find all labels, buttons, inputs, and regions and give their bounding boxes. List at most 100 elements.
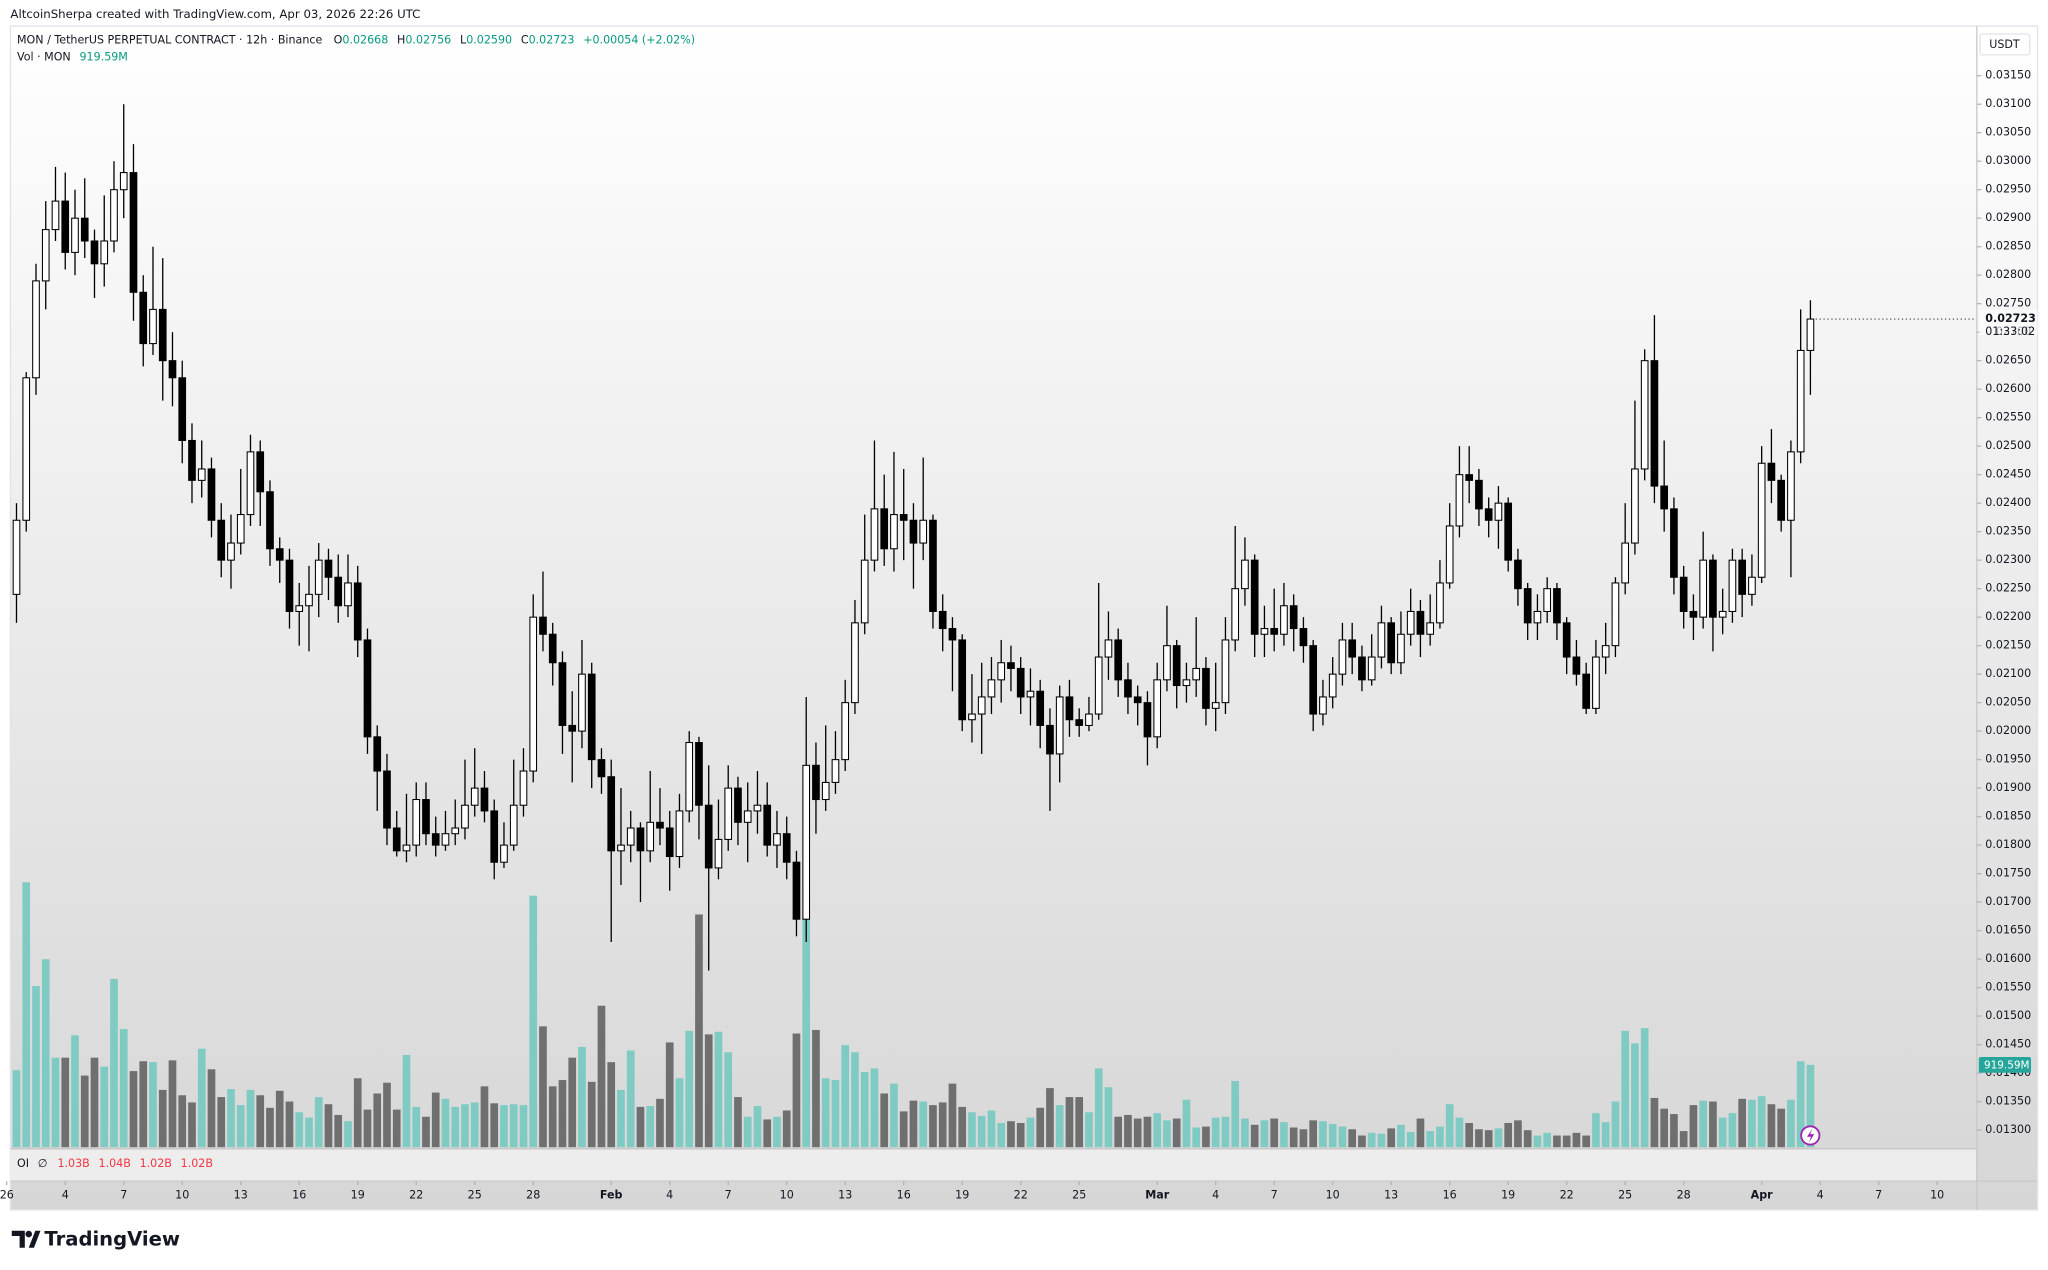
volume-bar [519,1105,528,1148]
candle-body [1163,645,1171,681]
candle-body [1767,462,1776,481]
candle-body [1406,610,1415,635]
volume-bar [1055,1105,1064,1148]
volume-bar [1036,1107,1045,1148]
y-tick-label: 0.01300 [1985,1123,2031,1136]
x-tick-label: 4 [1817,1189,1824,1202]
candle-body [461,804,469,829]
y-tick-label: 0.02350 [1985,525,2031,538]
volume-bar [636,1106,645,1148]
candle-body [1250,559,1259,635]
volume-bar [548,1086,557,1148]
candle-body [1143,702,1152,738]
oi-pane [10,1149,1977,1182]
candle-body [217,519,226,561]
candle-body [110,189,118,242]
volume-bar [266,1107,274,1148]
y-tick-label: 0.02150 [1985,639,2031,652]
volume-bar [1475,1129,1483,1148]
candle-body [587,673,596,761]
volume-bar [236,1105,245,1148]
volume-bar [1026,1117,1035,1148]
volume-bar [685,1030,694,1148]
candle-body [1562,622,1571,658]
y-tick-label: 0.01850 [1985,810,2031,823]
volume-bar [1104,1087,1113,1148]
volume-bar [1757,1096,1766,1148]
x-tick-label: 4 [666,1189,673,1202]
last-price-label: 0.02723 [1985,312,2036,325]
volume-bar [1377,1133,1386,1148]
currency-button[interactable] [1979,33,2031,56]
candle-body [1309,645,1318,715]
candle-body [1007,662,1015,669]
candle-body [470,787,479,806]
volume-bar [1718,1117,1727,1148]
volume-bar [743,1116,752,1148]
volume-bar [383,1082,391,1148]
volume-value: 919.59M [80,50,128,63]
logo: TradingView [11,1227,180,1250]
ohlc-value: 0.02590 [466,34,512,47]
candle-body [753,804,762,812]
candle-body [1611,582,1620,647]
x-tick-label: 16 [897,1189,911,1202]
volume-bar [1065,1097,1074,1148]
volume-bar [656,1098,664,1148]
volume-bar [675,1078,684,1148]
candle-body [958,639,967,721]
x-tick-label: Apr [1751,1189,1774,1202]
candle-body [188,439,196,481]
candle-body [1572,656,1581,675]
volume-bar [587,1081,596,1148]
volume-bar [753,1106,762,1148]
volume-bar [617,1089,625,1148]
volume-bar [1280,1122,1288,1148]
y-tick-label: 0.02500 [1985,439,2031,452]
oi-legend: OI ∅ 1.03B 1.04B 1.02B 1.02B [17,1157,213,1170]
candle-body [1631,468,1639,544]
candle-body [149,308,157,345]
volume-bar [1367,1132,1376,1148]
currency[interactable]: USDT [1989,38,2020,51]
y-tick-label: 0.02550 [1985,411,2031,424]
x-tick-label: 16 [292,1189,306,1202]
volume-bar [353,1078,362,1148]
candle-body [802,764,811,920]
volume-bar [1679,1131,1688,1148]
candle-body [246,451,255,516]
volume-bar [100,1066,109,1148]
volume-bar [1806,1064,1815,1148]
candle-body [1445,525,1454,584]
x-tick-label: 19 [351,1189,365,1202]
candle-body [1533,610,1542,624]
candle-body [578,673,586,732]
candle-body [207,468,216,521]
candle-body [314,559,323,595]
candle-body [1319,696,1327,715]
volume-bar [870,1068,879,1148]
candle-body [1338,639,1347,675]
candle-body [1231,588,1240,641]
candle-body [197,468,206,481]
candle-body [422,799,430,835]
candle-body [1046,724,1054,755]
x-tick-label: 7 [1875,1189,1882,1202]
volume-bar [880,1093,889,1148]
volume-bar [305,1117,313,1148]
ohlc-value: 0.02756 [405,34,451,47]
candle-body [987,679,996,698]
candle-body [1026,690,1035,698]
y-tick-label: 0.02050 [1985,696,2031,709]
candle-body [1777,479,1786,521]
candle-layer [12,104,1815,971]
credit: AltcoinSherpa created with TradingView.c… [10,7,420,21]
volume-bar [1338,1126,1347,1148]
volume-bar [1289,1127,1298,1148]
candle-body [899,514,908,521]
candle-body [266,491,274,550]
candle-body [1182,679,1191,687]
candle-body [763,804,772,846]
candle-body [119,172,128,191]
volume-bar [1670,1114,1678,1148]
